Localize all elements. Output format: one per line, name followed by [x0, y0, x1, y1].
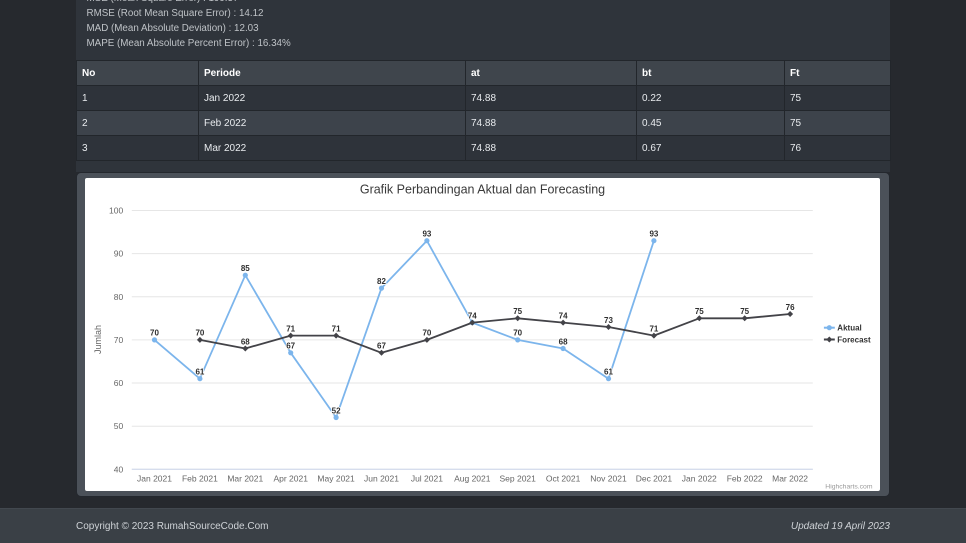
svg-text:71: 71	[287, 324, 296, 333]
svg-text:93: 93	[423, 229, 432, 238]
svg-text:Jan 2022: Jan 2022	[682, 473, 717, 483]
svg-text:Forecast: Forecast	[838, 335, 872, 344]
svg-text:90: 90	[114, 248, 124, 258]
svg-text:74: 74	[559, 311, 568, 320]
svg-text:61: 61	[196, 367, 205, 376]
svg-text:Sep 2021: Sep 2021	[500, 473, 537, 483]
svg-text:100: 100	[109, 205, 123, 215]
svg-text:70: 70	[150, 328, 159, 337]
svg-text:76: 76	[786, 302, 795, 311]
svg-text:80: 80	[114, 291, 124, 301]
svg-text:67: 67	[377, 341, 386, 350]
svg-text:71: 71	[332, 324, 341, 333]
svg-text:70: 70	[196, 328, 205, 337]
svg-text:May 2021: May 2021	[318, 473, 356, 483]
svg-text:70: 70	[114, 334, 124, 344]
svg-text:82: 82	[377, 276, 386, 285]
svg-text:61: 61	[604, 367, 613, 376]
svg-text:Highcharts.com: Highcharts.com	[826, 483, 874, 490]
svg-text:Oct 2021: Oct 2021	[546, 473, 581, 483]
svg-text:Feb 2021: Feb 2021	[182, 473, 218, 483]
svg-text:85: 85	[241, 264, 250, 273]
svg-text:75: 75	[514, 307, 523, 316]
svg-text:70: 70	[423, 328, 432, 337]
svg-text:Dec 2021: Dec 2021	[636, 473, 673, 483]
svg-text:52: 52	[332, 406, 341, 415]
svg-text:Jumlah: Jumlah	[93, 324, 103, 353]
svg-text:93: 93	[650, 229, 659, 238]
svg-text:60: 60	[114, 378, 124, 388]
svg-text:74: 74	[468, 311, 477, 320]
svg-text:68: 68	[241, 337, 250, 346]
svg-text:Jan 2021: Jan 2021	[137, 473, 172, 483]
svg-text:Nov 2021: Nov 2021	[591, 473, 628, 483]
svg-text:75: 75	[695, 307, 704, 316]
svg-text:50: 50	[114, 421, 124, 431]
svg-text:Apr 2021: Apr 2021	[274, 473, 309, 483]
svg-text:75: 75	[741, 307, 750, 316]
svg-text:Jun 2021: Jun 2021	[364, 473, 399, 483]
svg-text:Mar 2021: Mar 2021	[228, 473, 264, 483]
svg-text:71: 71	[650, 324, 659, 333]
svg-text:73: 73	[604, 315, 613, 324]
svg-text:Mar 2022: Mar 2022	[772, 473, 808, 483]
svg-text:67: 67	[287, 341, 296, 350]
svg-text:Grafik Perbandingan Aktual dan: Grafik Perbandingan Aktual dan Forecasti…	[360, 182, 605, 196]
svg-text:Jul 2021: Jul 2021	[411, 473, 443, 483]
svg-text:Aug 2021: Aug 2021	[454, 473, 491, 483]
svg-text:68: 68	[559, 337, 568, 346]
svg-text:Feb 2022: Feb 2022	[727, 473, 763, 483]
svg-text:70: 70	[514, 328, 523, 337]
svg-text:40: 40	[114, 464, 124, 474]
svg-text:Aktual: Aktual	[838, 323, 862, 332]
